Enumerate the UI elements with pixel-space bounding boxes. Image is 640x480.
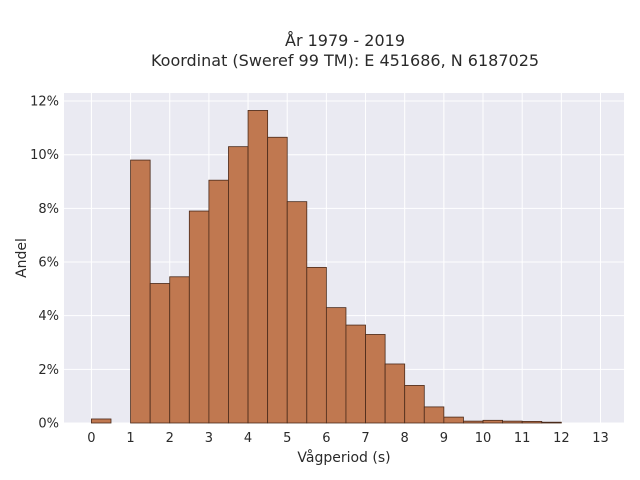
histogram-bar: [130, 159, 151, 424]
histogram-bar: [521, 420, 543, 424]
x-tick-label: 7: [361, 431, 369, 446]
y-tick-label: 8%: [38, 202, 59, 217]
histogram-bars: [91, 110, 562, 424]
histogram-bar: [286, 201, 308, 424]
y-tick-labels: 0% 2% 4% 6% 8% 10% 12%: [30, 95, 59, 432]
histogram-bar: [443, 416, 464, 424]
histogram-bar: [267, 136, 288, 424]
histogram-bar: [482, 419, 504, 424]
histogram-bar: [365, 334, 386, 424]
y-tick-label: 6%: [38, 256, 59, 271]
chart-title-line1: År 1979 - 2019: [285, 31, 405, 50]
histogram-bar: [306, 266, 327, 424]
histogram-bar: [325, 307, 347, 424]
x-tick-label: 5: [283, 431, 291, 446]
x-tick-labels: 0 1 2 3 4 5 6 7 8 9 10 11 12 13: [87, 431, 609, 446]
x-tick-label: 8: [401, 431, 409, 446]
y-tick-label: 4%: [38, 309, 59, 324]
histogram-bar: [423, 406, 445, 424]
histogram-bar: [149, 283, 171, 424]
histogram-bar: [463, 420, 484, 424]
histogram-bar: [169, 276, 190, 424]
histogram-bar: [91, 418, 112, 424]
histogram-bar: [502, 420, 523, 424]
histogram-bar: [228, 146, 249, 424]
y-tick-label: 12%: [30, 95, 59, 110]
histogram-bar: [404, 385, 425, 424]
x-tick-label: 11: [514, 431, 531, 446]
x-tick-label: 3: [205, 431, 213, 446]
chart-title-line2: Koordinat (Sweref 99 TM): E 451686, N 61…: [151, 51, 539, 70]
x-tick-label: 4: [244, 431, 252, 446]
y-tick-label: 2%: [38, 363, 59, 378]
x-tick-label: 2: [166, 431, 174, 446]
histogram-bar: [541, 421, 562, 424]
y-tick-label: 0%: [38, 417, 59, 432]
x-tick-label: 12: [553, 431, 570, 446]
x-tick-label: 10: [475, 431, 492, 446]
x-tick-label: 6: [322, 431, 330, 446]
x-tick-label: 13: [592, 431, 609, 446]
histogram-bar: [188, 210, 210, 424]
x-tick-label: 9: [440, 431, 448, 446]
x-tick-label: 1: [126, 431, 134, 446]
histogram-bar: [345, 324, 366, 424]
histogram-bar: [208, 179, 229, 424]
y-axis-label: Andel: [14, 238, 30, 278]
x-tick-label: 0: [87, 431, 95, 446]
x-axis-label: Vågperiod (s): [297, 449, 390, 466]
histogram-bar: [384, 363, 406, 424]
y-tick-label: 10%: [30, 148, 59, 163]
histogram-bar: [247, 110, 269, 424]
